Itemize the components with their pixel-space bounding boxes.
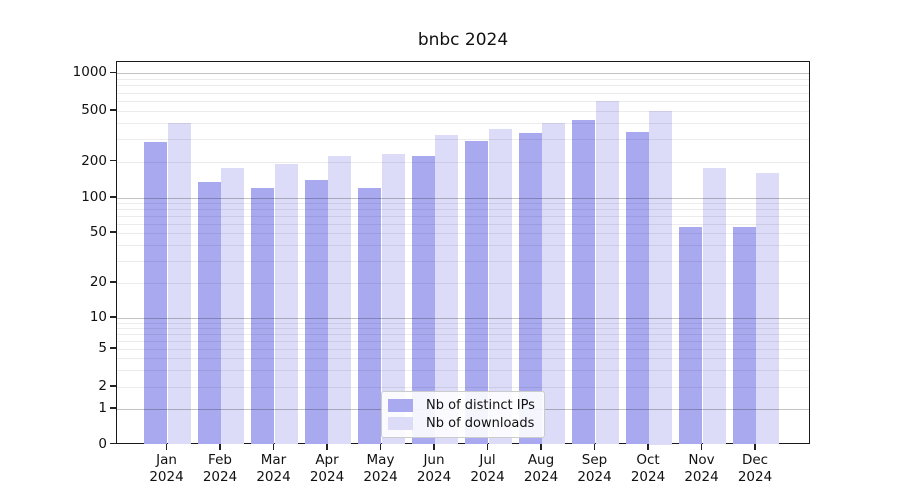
bar-downloads-mar [274, 164, 298, 445]
x-tick-mark [272, 444, 275, 450]
bar-distinct-ips-mar [251, 188, 275, 445]
y-tick-mark [109, 442, 116, 445]
bar-downloads-oct [649, 111, 673, 445]
bar-distinct-ips-jan [144, 141, 168, 445]
legend-swatch-distinct-ips [388, 399, 413, 412]
bar-distinct-ips-sep [572, 119, 596, 445]
x-tick-label-dec: Dec 2024 [737, 452, 773, 485]
legend-swatch-downloads [388, 417, 413, 430]
x-tick-label-may: May 2024 [363, 452, 398, 485]
bar-distinct-ips-jun [411, 156, 435, 445]
legend-label-distinct-ips: Nb of distinct IPs [426, 398, 535, 413]
y-tick-mark [109, 385, 116, 387]
bar-distinct-ips-nov [679, 227, 703, 445]
y-tick-label-200: 200 [81, 152, 107, 169]
y-tick-mark [109, 159, 116, 162]
bar-distinct-ips-oct [625, 132, 649, 445]
y-tick-label-500: 500 [81, 102, 107, 118]
x-tick-mark [754, 444, 756, 450]
plot-area: Nb of distinct IPs Nb of downloads [116, 61, 810, 445]
y-tick-mark [109, 71, 116, 73]
x-tick-mark [540, 444, 542, 450]
y-tick-mark [109, 281, 116, 283]
y-tick-mark [109, 109, 116, 111]
x-tick-mark [326, 444, 328, 450]
x-tick-label-feb: Feb 2024 [202, 452, 238, 485]
x-tick-label-oct: Oct 2024 [630, 452, 666, 485]
x-tick-mark [486, 444, 489, 450]
y-tick-mark [109, 196, 116, 198]
bar-distinct-ips-feb [197, 181, 221, 445]
bar-downloads-nov [702, 167, 726, 445]
y-tick-label-50: 50 [89, 224, 107, 240]
bar-downloads-jan [167, 123, 191, 445]
bar-downloads-may [381, 154, 405, 445]
x-tick-mark [647, 444, 649, 450]
legend-row-distinct-ips: Nb of distinct IPs [388, 397, 536, 414]
y-tick-label-5: 5 [98, 340, 107, 356]
y-tick-mark [109, 231, 116, 233]
x-tick-label-nov: Nov 2024 [684, 452, 719, 485]
x-tick-label-jan: Jan 2024 [149, 452, 184, 485]
y-tick-label-0: 0 [98, 435, 107, 452]
y-tick-label-20: 20 [89, 274, 107, 290]
x-tick-mark [219, 444, 221, 450]
bar-distinct-ips-may [358, 188, 382, 445]
legend: Nb of distinct IPs Nb of downloads [381, 391, 545, 438]
x-tick-label-aug: Aug 2024 [523, 452, 559, 485]
y-tick-mark [109, 316, 116, 318]
bar-distinct-ips-dec [732, 227, 756, 445]
bar-downloads-apr [328, 156, 352, 445]
x-tick-label-jul: Jul 2024 [470, 452, 505, 485]
y-tick-label-1000: 1000 [72, 64, 107, 81]
x-tick-mark [379, 444, 382, 450]
bar-downloads-aug [542, 123, 566, 445]
chart-title: bnbc 2024 [417, 30, 509, 50]
bar-downloads-sep [595, 101, 619, 445]
x-tick-label-apr: Apr 2024 [309, 452, 345, 485]
x-tick-label-mar: Mar 2024 [256, 452, 291, 485]
x-tick-mark [700, 444, 703, 450]
y-tick-label-100: 100 [81, 189, 107, 205]
legend-row-downloads: Nb of downloads [388, 415, 536, 432]
bar-distinct-ips-aug [518, 133, 542, 445]
x-tick-label-sep: Sep 2024 [577, 452, 612, 485]
x-tick-mark [433, 444, 435, 450]
x-tick-mark [165, 444, 168, 450]
bar-downloads-jul [488, 129, 512, 445]
y-tick-label-2: 2 [98, 378, 107, 394]
y-tick-label-10: 10 [89, 309, 107, 325]
y-tick-label-1: 1 [98, 400, 107, 416]
y-tick-mark [109, 347, 116, 349]
y-tick-mark [109, 407, 116, 409]
bars-layer [117, 62, 809, 445]
x-tick-mark [593, 444, 596, 450]
bar-distinct-ips-apr [304, 179, 328, 445]
x-tick-label-jun: Jun 2024 [416, 452, 452, 485]
bar-downloads-feb [221, 167, 245, 445]
bar-downloads-jun [435, 134, 459, 445]
bar-downloads-dec [756, 172, 780, 445]
legend-label-downloads: Nb of downloads [426, 416, 535, 431]
